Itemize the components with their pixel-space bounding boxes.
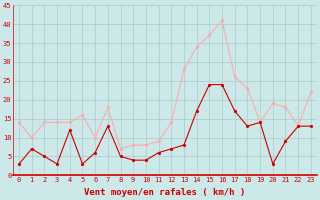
X-axis label: Vent moyen/en rafales ( km/h ): Vent moyen/en rafales ( km/h ) [84, 188, 245, 197]
